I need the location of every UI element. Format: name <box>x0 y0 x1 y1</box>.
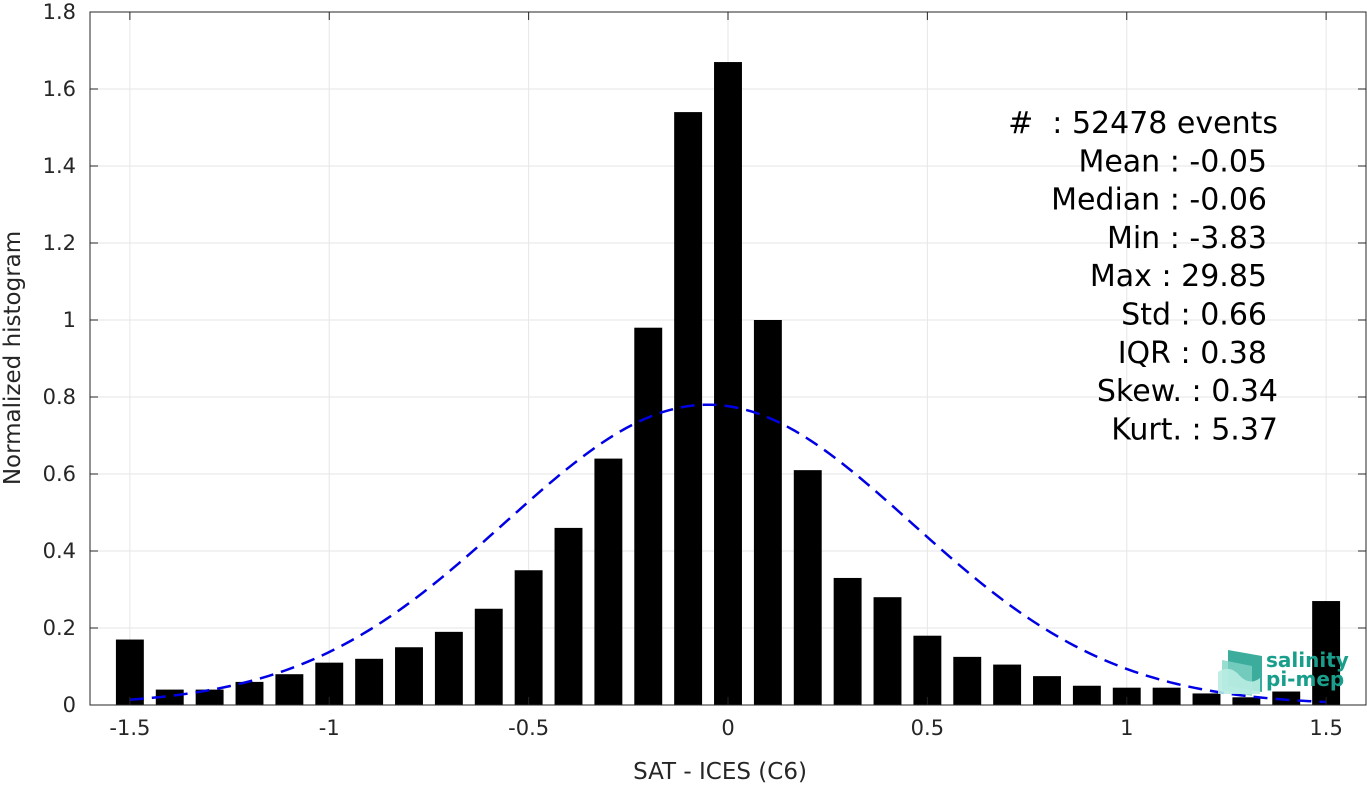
histogram-bar <box>1272 691 1301 705</box>
x-tick-label: 0.5 <box>911 716 944 740</box>
histogram-bar <box>395 647 423 705</box>
y-tick-label: 1.4 <box>43 154 76 178</box>
histogram-bar <box>275 674 304 705</box>
logo-line-1: salinity <box>1266 648 1349 672</box>
histogram-bar <box>155 689 184 705</box>
histogram-bar <box>953 656 982 705</box>
stat-line: IQR : 0.38 <box>1118 336 1267 371</box>
y-tick-label: 0.2 <box>43 616 76 640</box>
x-axis-ticks: -1.5 -1 -0.5 0 0.5 1 1.5 <box>109 12 1343 740</box>
x-axis-label: SAT - ICES (C6) <box>633 759 807 785</box>
stat-line: Kurt. : 5.37 <box>1111 412 1278 447</box>
histogram-bar <box>1152 687 1181 705</box>
y-tick-label: 1.2 <box>43 231 76 255</box>
histogram-bar <box>1112 687 1141 705</box>
stat-line: Mean : -0.05 <box>1078 144 1267 179</box>
y-tick-label: 0 <box>63 693 76 717</box>
stat-line: Std : 0.66 <box>1121 298 1267 333</box>
logo-line-2: pi-mep <box>1266 667 1344 691</box>
histogram-bar <box>235 681 264 705</box>
histogram-bar <box>434 631 463 705</box>
histogram-bars <box>115 62 1341 706</box>
histogram-bar <box>833 577 862 705</box>
histogram-bar <box>753 320 782 705</box>
stat-line: Skew. : 0.34 <box>1097 374 1278 409</box>
x-tick-label: 0 <box>721 716 734 740</box>
histogram-bar <box>355 658 384 705</box>
histogram-bar <box>1033 676 1061 705</box>
histogram-bar <box>554 527 583 705</box>
y-tick-label: 1 <box>63 308 76 332</box>
stat-line: Max : 29.85 <box>1090 259 1267 294</box>
gaussian-fit-curve <box>129 403 1327 704</box>
histogram-bar <box>714 62 742 706</box>
histogram-bar <box>1232 697 1261 705</box>
histogram-bar <box>115 639 144 705</box>
histogram-bar <box>1312 601 1341 705</box>
y-tick-label: 1.8 <box>43 0 76 24</box>
stat-line: # : 52478 events <box>1008 106 1278 141</box>
salinity-pi-mep-logo: salinity pi-mep <box>1218 648 1349 696</box>
histogram-bar <box>793 470 822 705</box>
y-axis-label: Normalized histogram <box>0 231 26 485</box>
histogram-bar <box>1192 693 1221 705</box>
y-tick-label: 0.6 <box>43 462 76 486</box>
x-tick-label: -0.5 <box>508 716 549 740</box>
y-tick-label: 0.8 <box>43 385 76 409</box>
y-axis-ticks: 0 0.2 0.4 0.6 0.8 1 1.2 1.4 1.6 1.8 <box>43 0 1366 717</box>
histogram-bar <box>474 608 503 705</box>
stat-line: Min : -3.83 <box>1107 221 1267 256</box>
histogram-bar <box>913 635 942 705</box>
histogram-bar <box>594 458 623 705</box>
histogram-bar <box>514 570 543 705</box>
histogram-bar <box>1072 685 1101 705</box>
logo-icon <box>1218 650 1262 696</box>
stat-line: Median : -0.06 <box>1051 183 1267 218</box>
y-tick-label: 1.6 <box>43 77 76 101</box>
x-tick-label: 1.5 <box>1309 716 1342 740</box>
histogram-bar <box>195 689 224 705</box>
histogram-bar <box>674 112 703 706</box>
histogram-bar <box>634 327 663 705</box>
histogram-bar <box>993 664 1022 705</box>
x-tick-label: -1 <box>319 716 340 740</box>
y-tick-label: 0.4 <box>43 539 76 563</box>
x-tick-label: -1.5 <box>109 716 150 740</box>
x-tick-label: 1 <box>1120 716 1133 740</box>
histogram-bar <box>873 597 902 705</box>
